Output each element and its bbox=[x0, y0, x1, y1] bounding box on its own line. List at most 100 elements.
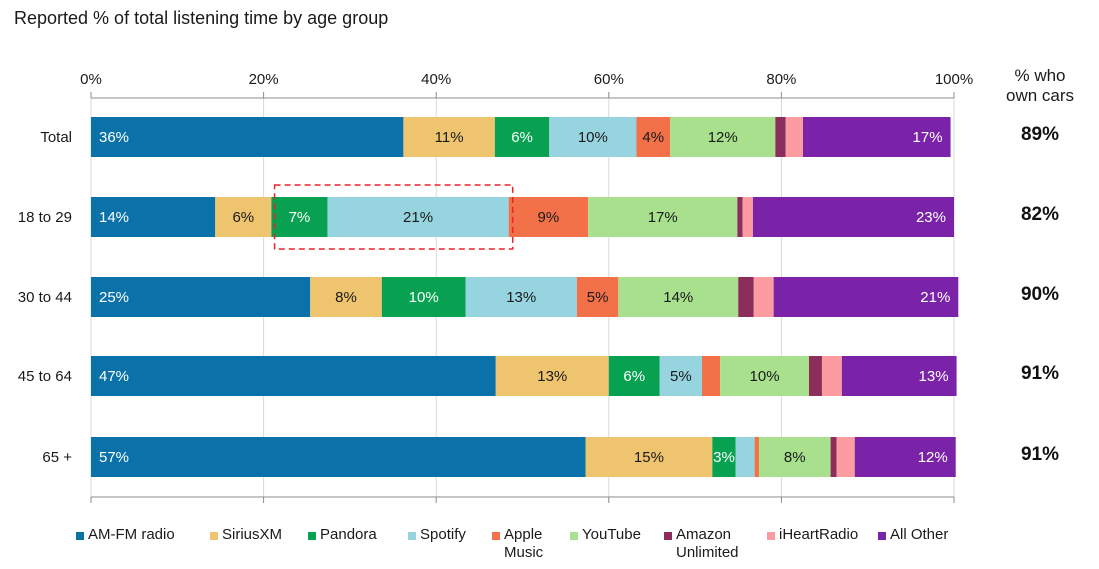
legend-swatch bbox=[767, 532, 775, 540]
bar-segment bbox=[702, 356, 721, 396]
bar-segment bbox=[802, 117, 951, 157]
bar-segment bbox=[720, 356, 810, 396]
bar-segment bbox=[576, 277, 619, 317]
owner-header-line-2: own cars bbox=[1005, 86, 1075, 105]
legend-label: SiriusXM bbox=[222, 526, 283, 543]
x-tick-label: 100% bbox=[935, 71, 973, 88]
data-label: 21% bbox=[403, 209, 433, 226]
category-label: 30 to 44 bbox=[18, 289, 72, 306]
bar-segment bbox=[659, 356, 703, 396]
bar-segment bbox=[585, 437, 713, 477]
bar-segment bbox=[91, 117, 404, 157]
bar-segment bbox=[508, 197, 589, 237]
data-label: 5% bbox=[670, 368, 692, 385]
legend-swatch bbox=[76, 532, 84, 540]
owner-header: % who own cars bbox=[990, 66, 1090, 106]
data-label: 12% bbox=[918, 449, 948, 466]
data-label: 4% bbox=[642, 129, 664, 146]
bar-segment bbox=[752, 197, 954, 237]
bar-segment bbox=[91, 197, 216, 237]
legend-label: AM-FM radio bbox=[88, 526, 175, 543]
stacked-bar-chart: 0% 20% 40% 60% 80% 100% 36% 11% 6% 10% 4% 12% 17% 14… bbox=[18, 71, 973, 503]
data-label: 10% bbox=[750, 368, 780, 385]
bar-segment bbox=[618, 277, 739, 317]
data-label: 10% bbox=[409, 289, 439, 306]
category-label: 65 + bbox=[42, 449, 72, 466]
legend-swatch bbox=[878, 532, 886, 540]
data-label: 36% bbox=[99, 129, 129, 146]
data-label: 14% bbox=[663, 289, 693, 306]
bar-segment bbox=[588, 197, 738, 237]
bar-segment bbox=[735, 437, 755, 477]
data-label: 8% bbox=[335, 289, 357, 306]
bar-segment bbox=[91, 356, 496, 396]
bar-segment bbox=[495, 356, 609, 396]
data-label: 13% bbox=[537, 368, 567, 385]
bar-segment bbox=[854, 437, 956, 477]
bar-layer: 36% 11% 6% 10% 4% 12% 17% 14% 6% 7% 21% 9% 17% 23% 25%… bbox=[91, 117, 959, 477]
owner-pct-value: 89% bbox=[1020, 124, 1060, 145]
x-tick-label: 60% bbox=[594, 71, 624, 88]
data-label: 21% bbox=[920, 289, 950, 306]
bar-segment bbox=[742, 197, 753, 237]
data-label: 25% bbox=[99, 289, 129, 306]
owner-header-line-1: % who bbox=[1014, 66, 1066, 85]
owner-pct-value: 82% bbox=[1020, 204, 1060, 225]
data-label: 11% bbox=[435, 129, 464, 146]
legend-swatch bbox=[492, 532, 500, 540]
data-label: 6% bbox=[623, 368, 645, 385]
bar-segment bbox=[636, 117, 671, 157]
bar-segment bbox=[758, 437, 831, 477]
bar-segment bbox=[809, 356, 822, 396]
data-label: 13% bbox=[506, 289, 536, 306]
category-label: 45 to 64 bbox=[18, 368, 72, 385]
category-label: 18 to 29 bbox=[18, 209, 72, 226]
chart-title: Reported % of total listening time by ag… bbox=[14, 8, 389, 28]
owner-pct-value: 91% bbox=[1020, 363, 1060, 384]
x-tick-label: 20% bbox=[249, 71, 279, 88]
bar-segment bbox=[608, 356, 660, 396]
bar-segment bbox=[549, 117, 637, 157]
tick-label-layer: 0% 20% 40% 60% 80% 100% bbox=[80, 71, 973, 88]
data-label: 23% bbox=[916, 209, 946, 226]
bar-segment bbox=[775, 117, 786, 157]
bar-segment bbox=[310, 277, 382, 317]
bar-segment bbox=[91, 277, 311, 317]
data-label: 12% bbox=[708, 129, 738, 146]
category-label: Total bbox=[40, 129, 72, 146]
legend-swatch bbox=[408, 532, 416, 540]
category-label-layer: Total 18 to 29 30 to 44 45 to 64 65 + bbox=[18, 129, 72, 466]
bar-segment bbox=[754, 437, 759, 477]
data-label: 3% bbox=[713, 449, 735, 466]
owner-pct-value: 91% bbox=[1020, 444, 1060, 465]
data-label: 17% bbox=[913, 129, 943, 146]
legend-swatch bbox=[308, 532, 316, 540]
bar-segment bbox=[670, 117, 776, 157]
data-label: 13% bbox=[919, 368, 949, 385]
data-label: 57% bbox=[99, 449, 129, 466]
bar-segment bbox=[773, 277, 959, 317]
legend-label: Spotify bbox=[420, 526, 466, 543]
legend-label: iHeartRadio bbox=[779, 526, 859, 543]
data-label: 7% bbox=[289, 209, 311, 226]
bar-segment bbox=[821, 356, 842, 396]
x-tick-label: 0% bbox=[80, 71, 102, 88]
bar-segment bbox=[465, 277, 577, 317]
data-label: 10% bbox=[578, 129, 608, 146]
legend-label: Apple Music bbox=[504, 526, 544, 561]
bar-segment bbox=[215, 197, 272, 237]
legend-swatch bbox=[210, 532, 218, 540]
bar-segment bbox=[381, 277, 466, 317]
bar-segment bbox=[91, 437, 586, 477]
bar-segment bbox=[712, 437, 736, 477]
bar-segment bbox=[737, 197, 743, 237]
legend-swatch bbox=[570, 532, 578, 540]
bar-segment bbox=[753, 277, 774, 317]
data-label: 6% bbox=[232, 209, 254, 226]
data-label: 14% bbox=[99, 209, 129, 226]
bar-segment bbox=[785, 117, 803, 157]
bar-segment bbox=[271, 197, 328, 237]
data-label: 5% bbox=[587, 289, 609, 306]
owner-pct-value: 90% bbox=[1020, 284, 1060, 305]
legend-label: Pandora bbox=[320, 526, 377, 543]
